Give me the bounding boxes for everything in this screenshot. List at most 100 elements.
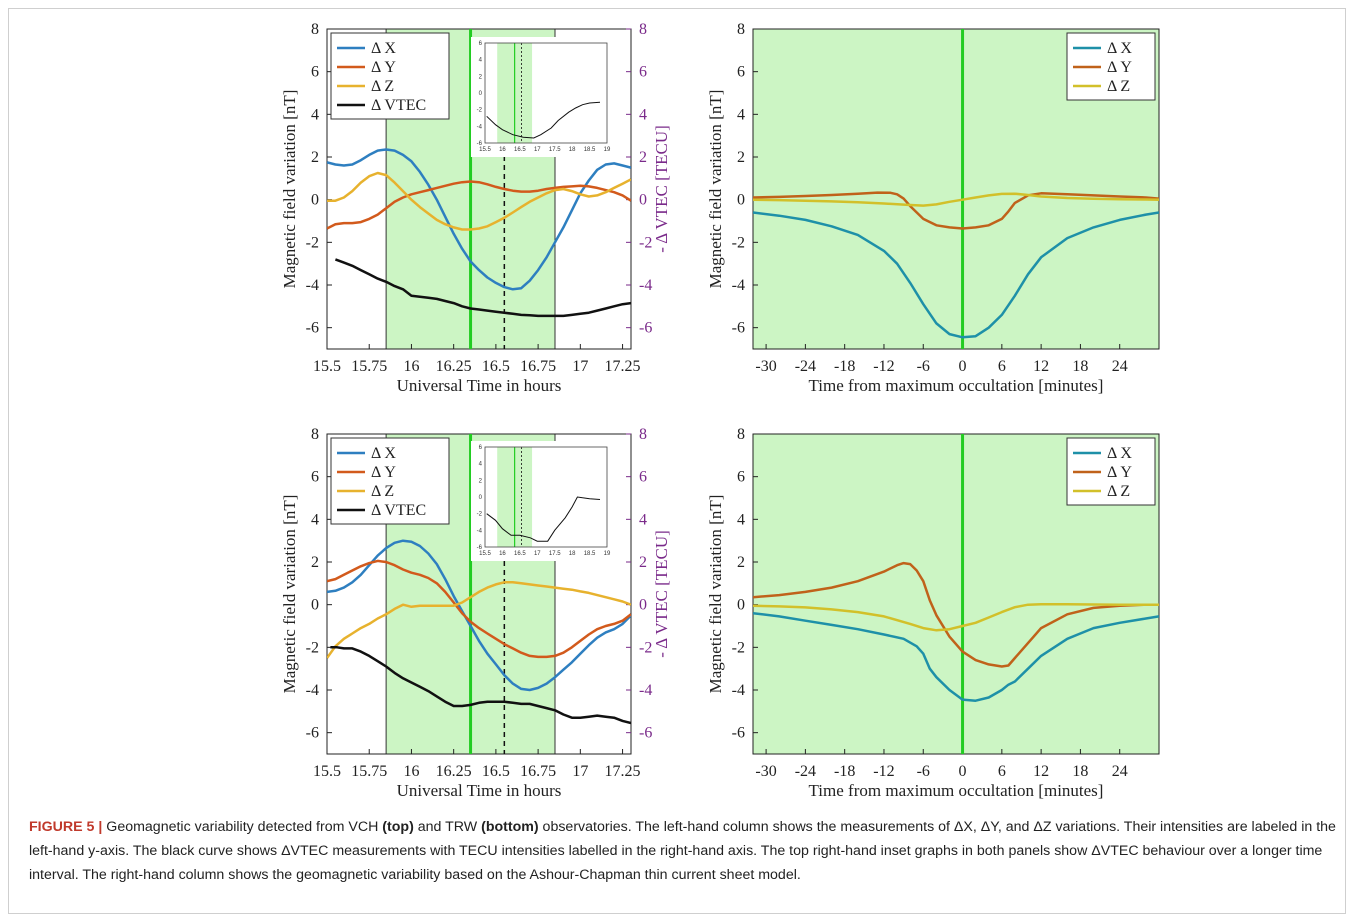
y-axis-title: Magnetic field variation [nT] [280, 495, 299, 694]
x-tick-label: 16.75 [520, 358, 556, 375]
inset-x-tick-label: 18 [569, 551, 576, 557]
x-axis-title: Universal Time in hours [397, 376, 562, 395]
y-tick-label: -2 [306, 639, 319, 656]
legend: Δ X Δ Y Δ Z [1066, 437, 1156, 506]
y2-axis-title: - Δ VTEC [TECU] [652, 125, 671, 253]
x-tick-label: 16 [403, 763, 419, 780]
legend: Δ X Δ Y Δ Z Δ VTEC [330, 32, 450, 120]
x-tick-label: 16.5 [482, 358, 510, 375]
plot-area [753, 434, 1159, 754]
series-line-delta-vtec [334, 258, 631, 318]
x-tick-label: 24 [1112, 763, 1128, 780]
inset-background [471, 441, 615, 561]
y-tick-label: 4 [737, 106, 745, 123]
y-tick-label: -6 [306, 320, 319, 337]
x-tick-label: -6 [917, 358, 930, 375]
inset-x-tick-label: 18 [569, 147, 576, 153]
x-tick-label: 15.75 [351, 763, 387, 780]
legend-label: Δ VTEC [371, 502, 426, 519]
y-tick-label: -4 [732, 682, 745, 699]
y-tick-label: 8 [737, 21, 745, 38]
y-tick-label: -4 [306, 682, 319, 699]
y2-tick-label: 2 [639, 554, 647, 571]
axes-box [326, 28, 632, 350]
series-line-delta-y [327, 559, 631, 659]
series-line-delta-x [753, 611, 1159, 702]
inset-x-tick-label: 17 [534, 147, 541, 153]
x-tick-label: 12 [1033, 358, 1049, 375]
x-tick-label: 0 [959, 358, 967, 375]
inset-y-tick-label: -4 [477, 124, 483, 130]
y-tick-label: -2 [732, 234, 745, 251]
inset-x-tick-label: 17.5 [549, 147, 561, 153]
x-tick-label: -30 [755, 763, 776, 780]
inset-chart: 15.5 16 16.5 17 17.5 18 18.5 19 -6 -4 -2 0 2 4 6 [471, 37, 615, 157]
x-tick-label: 16.25 [436, 358, 472, 375]
plot-area [753, 29, 1159, 349]
caption-bold-top: (top) [382, 819, 414, 835]
chart-bottom-left: 15.5 15.75 16 16.25 16.5 16.75 17 17.25 -6 -6 -4 -4… [280, 426, 671, 800]
inset-y-tick-label: -4 [477, 528, 483, 534]
y-tick-label: 0 [737, 597, 745, 614]
inset-y-tick-label: 0 [479, 91, 483, 97]
x-tick-label: 17 [572, 763, 588, 780]
x-tick-label: 15.5 [313, 763, 341, 780]
series-line-delta-vtec [330, 646, 631, 725]
y-tick-label: 2 [737, 554, 745, 571]
y-tick-label: 2 [311, 149, 319, 166]
x-tick-label: -12 [873, 763, 894, 780]
inset-y-tick-label: 4 [479, 462, 483, 468]
caption-text-3: observatories. The left-hand column show… [29, 819, 1336, 883]
x-tick-label: 17 [572, 358, 588, 375]
inset-x-tick-label: 15.5 [479, 147, 491, 153]
y2-tick-label: 4 [639, 106, 647, 123]
y2-tick-label: 2 [639, 149, 647, 166]
caption-text-1: Geomagnetic variability detected from VC… [102, 819, 383, 835]
x-tick-label: 16.5 [482, 763, 510, 780]
y2-tick-label: 0 [639, 192, 647, 209]
y-tick-label: 8 [311, 21, 319, 38]
y-tick-label: 2 [311, 554, 319, 571]
y2-tick-label: 6 [639, 64, 647, 81]
y2-tick-label: -4 [639, 682, 652, 699]
x-tick-label: 0 [959, 763, 967, 780]
inset-x-tick-label: 19 [604, 551, 611, 557]
figure-canvas: 15.5 15.75 16 16.25 16.5 16.75 17 17.25 -6 -6 -4 -4… [280, 21, 1160, 800]
axes-box [752, 28, 1160, 350]
y-tick-label: 4 [311, 511, 319, 528]
y-tick-label: 8 [737, 426, 745, 443]
caption-label: FIGURE 5 | [29, 819, 103, 835]
inset-x-tick-label: 16 [499, 147, 506, 153]
legend-label: Δ Z [371, 483, 394, 500]
axes-box [752, 433, 1160, 755]
y-tick-label: 6 [311, 64, 319, 81]
chart-top-left: 15.5 15.75 16 16.25 16.5 16.75 17 17.25 -6 -6 -4 -4… [280, 21, 671, 395]
inset-x-tick-label: 16.5 [514, 147, 526, 153]
x-tick-label: -6 [917, 763, 930, 780]
x-axis-title: Time from maximum occultation [minutes] [809, 781, 1104, 800]
x-tick-label: 6 [998, 763, 1006, 780]
y-tick-label: -4 [306, 277, 319, 294]
legend-label: Δ X [1107, 40, 1132, 57]
inset-y-tick-label: 2 [479, 74, 483, 80]
y-axis-title: Magnetic field variation [nT] [706, 90, 725, 289]
y-axis-title: Magnetic field variation [nT] [280, 90, 299, 289]
legend-label: Δ X [371, 40, 396, 57]
x-tick-label: 24 [1112, 358, 1128, 375]
x-tick-label: 15.5 [313, 358, 341, 375]
series-line-delta-z [753, 602, 1159, 632]
series-line-delta-y [753, 561, 1159, 668]
caption-text-2: and TRW [413, 819, 482, 835]
y2-tick-label: -4 [639, 277, 652, 294]
series-line-delta-y [753, 191, 1159, 230]
inset-y-tick-label: 4 [479, 58, 483, 64]
legend-label: Δ X [371, 445, 396, 462]
y2-axis-title: - Δ VTEC [TECU] [652, 530, 671, 658]
legend-label: Δ Y [371, 464, 396, 481]
y-tick-label: 0 [311, 192, 319, 209]
series-line-delta-z [327, 171, 631, 231]
inset-x-tick-label: 16 [499, 551, 506, 557]
x-tick-label: -30 [755, 358, 776, 375]
y-tick-label: 8 [311, 426, 319, 443]
x-tick-label: -24 [795, 763, 816, 780]
